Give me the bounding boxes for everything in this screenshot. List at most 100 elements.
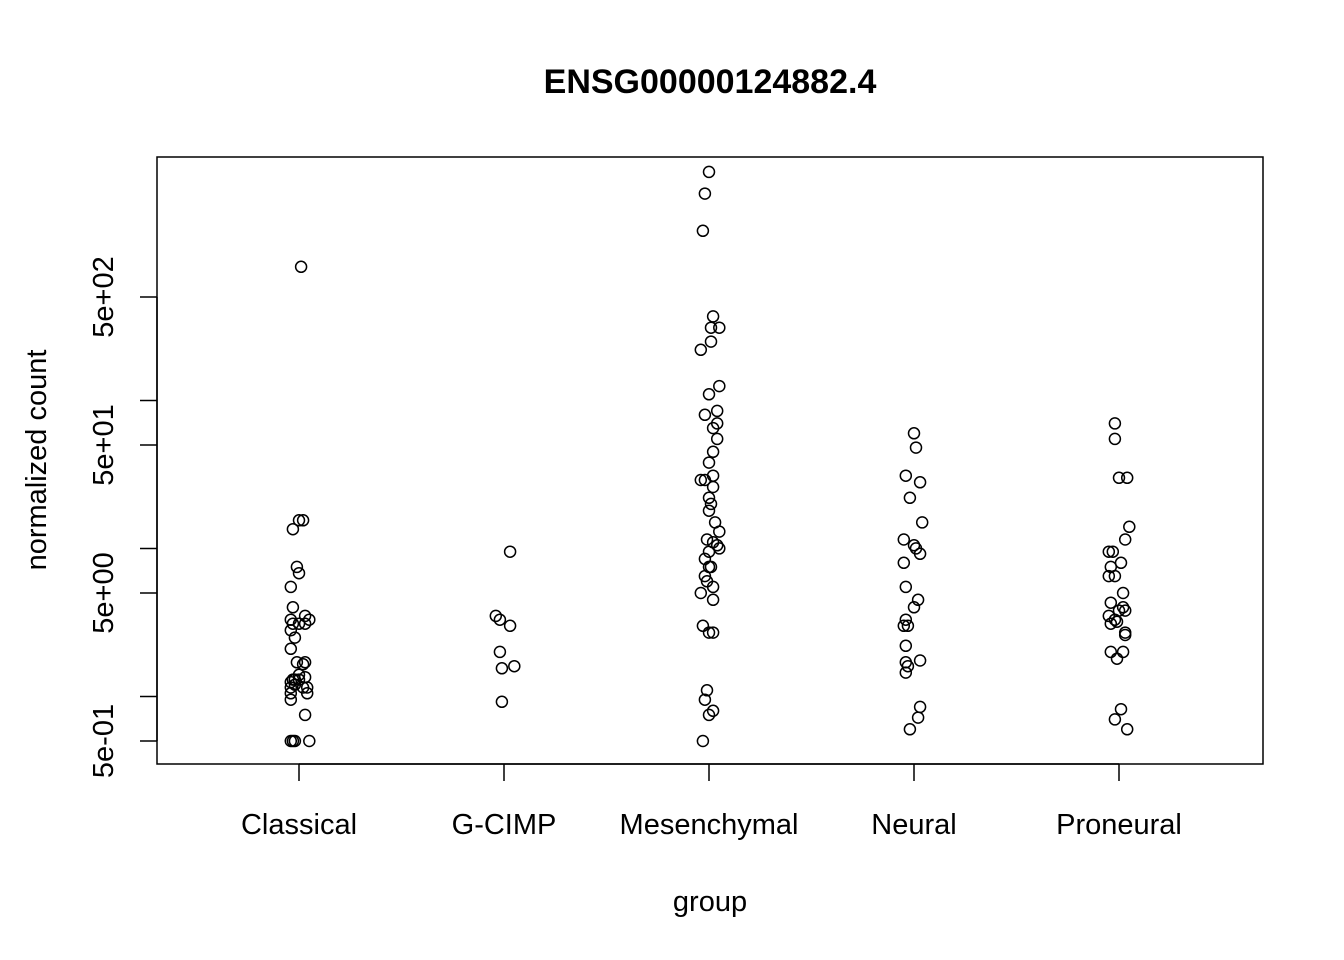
data-point (704, 321, 718, 334)
data-point (1123, 520, 1136, 534)
data-point (903, 491, 917, 505)
data-point (897, 619, 911, 633)
data-point (713, 525, 726, 538)
data-point (1108, 569, 1122, 583)
data-point (704, 335, 718, 348)
data-point (702, 708, 716, 722)
data-point (1118, 533, 1132, 546)
data-point (702, 388, 716, 401)
data-point (899, 666, 913, 679)
data-point (1104, 645, 1118, 659)
data-point (704, 497, 718, 511)
y-tick-label: 5e+00 (88, 552, 120, 633)
y-tick-label: 5e+02 (88, 256, 120, 337)
data-point (694, 473, 708, 487)
data-point (298, 609, 312, 623)
data-point (1104, 596, 1118, 609)
data-point (698, 473, 712, 487)
data-point (489, 609, 503, 623)
data-point (909, 441, 923, 454)
data-point (698, 693, 712, 706)
data-point (495, 695, 509, 709)
x-tick-label: Proneural (1056, 809, 1182, 841)
data-point (1108, 417, 1122, 430)
data-point (284, 681, 298, 694)
data-point (298, 708, 312, 722)
data-point (292, 617, 306, 630)
data-point (503, 619, 517, 633)
data-point (710, 539, 724, 552)
data-point (901, 619, 915, 633)
data-point (286, 601, 300, 614)
data-point (713, 321, 726, 334)
data-point (1106, 545, 1120, 558)
data-point (1112, 471, 1126, 485)
data-point (495, 662, 509, 675)
x-tick-label: G-CIMP (452, 809, 557, 841)
data-point (1116, 586, 1130, 600)
data-point (284, 687, 298, 700)
data-point (913, 654, 927, 667)
data-point (713, 542, 726, 555)
data-point (903, 723, 917, 736)
x-axis-label: group (673, 886, 747, 918)
data-point (706, 445, 720, 459)
data-point (1114, 556, 1128, 570)
data-point (706, 704, 720, 718)
data-point (508, 659, 521, 673)
data-point (1116, 645, 1130, 659)
data-point (292, 514, 306, 527)
data-point (298, 617, 312, 630)
data-point (296, 514, 310, 527)
y-tick-label: 5e-01 (88, 704, 120, 778)
data-point (901, 659, 915, 673)
data-point (698, 408, 712, 422)
data-point (294, 260, 308, 274)
data-point (1118, 628, 1132, 642)
data-point (702, 456, 716, 469)
data-point (298, 670, 312, 684)
data-point (1108, 613, 1122, 626)
data-point (913, 547, 927, 561)
data-point (298, 656, 312, 669)
y-tick-label: 5e+01 (88, 404, 120, 485)
data-point (296, 658, 310, 671)
data-point (1102, 569, 1116, 583)
data-point (706, 310, 720, 323)
data-point (913, 476, 927, 489)
data-points (284, 165, 1136, 748)
data-point (288, 631, 302, 644)
data-point (1118, 604, 1132, 617)
data-point (696, 619, 710, 633)
x-tick-label: Mesenchymal (620, 809, 799, 841)
data-point (899, 639, 913, 653)
data-point (1120, 471, 1134, 485)
data-point (290, 656, 304, 669)
data-point (1110, 652, 1124, 665)
data-point (1108, 432, 1122, 446)
data-point (899, 613, 913, 626)
data-point (700, 533, 714, 546)
data-point (284, 580, 298, 594)
data-point (897, 556, 911, 570)
data-point (710, 432, 724, 446)
data-point (713, 379, 726, 393)
data-point (899, 580, 913, 594)
data-point (1108, 713, 1122, 726)
data-point (503, 545, 517, 558)
data-point (1120, 723, 1134, 736)
data-point (706, 421, 720, 435)
data-point (899, 469, 913, 482)
data-point (702, 545, 716, 558)
chart-title: ENSG00000124882.4 (544, 63, 877, 101)
data-point (303, 734, 316, 748)
data-point (696, 734, 710, 748)
data-point (694, 343, 708, 357)
data-point (706, 626, 720, 639)
data-point (702, 626, 716, 639)
data-point (706, 580, 720, 594)
data-point (694, 586, 708, 600)
data-point (706, 593, 720, 607)
data-point (300, 687, 314, 700)
data-point (1114, 702, 1128, 716)
